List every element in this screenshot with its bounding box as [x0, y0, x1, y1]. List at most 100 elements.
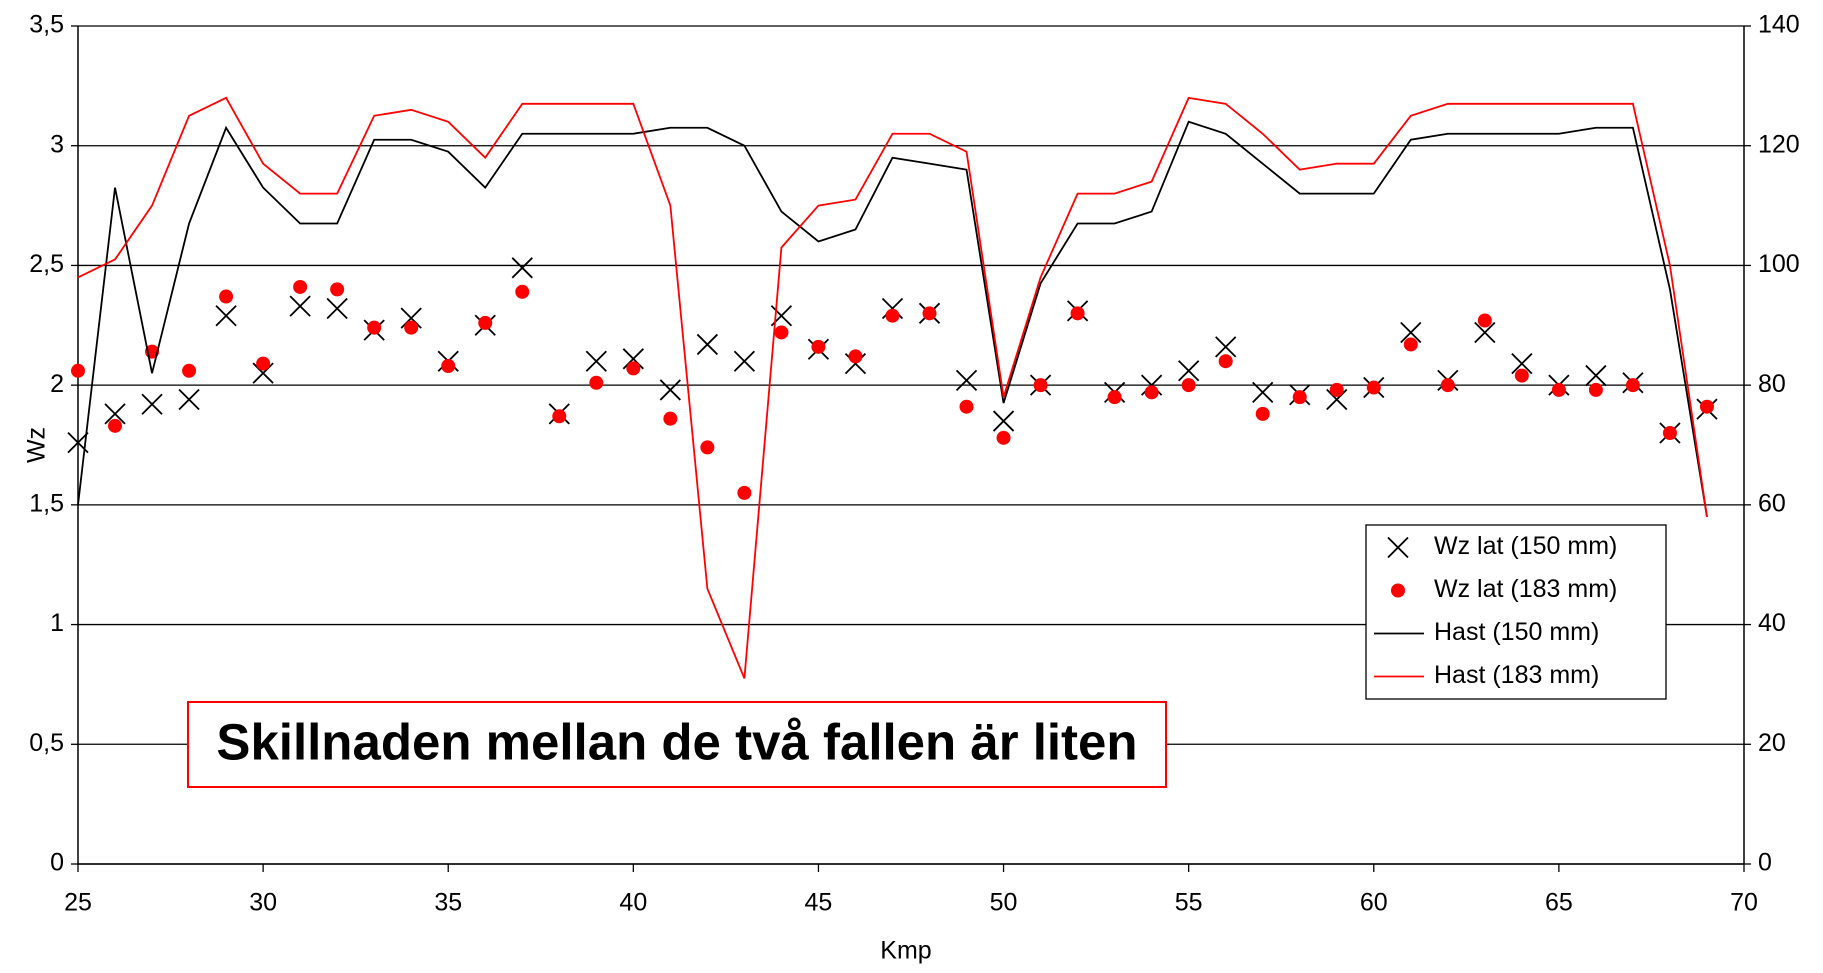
dot-marker — [1329, 382, 1344, 397]
dot-marker — [1255, 406, 1270, 421]
dot-marker — [108, 418, 123, 433]
y2-tick-label: 60 — [1758, 489, 1786, 517]
x-axis-label: Kmp — [880, 937, 931, 965]
legend-label: Hast (183 mm) — [1434, 661, 1599, 689]
dot-marker — [1588, 382, 1603, 397]
cross-marker — [696, 333, 719, 356]
cross-marker — [955, 369, 978, 391]
cross-marker — [400, 307, 422, 329]
dot-marker — [811, 339, 826, 354]
annotation: Skillnaden mellan de två fallen är liten — [216, 713, 1137, 770]
cross-marker — [1326, 388, 1348, 411]
y-tick-label: 0 — [50, 849, 64, 877]
dot-marker — [589, 375, 604, 390]
cross-marker — [659, 379, 681, 401]
dot-marker — [1107, 390, 1122, 405]
y2-tick-label: 20 — [1758, 729, 1786, 757]
dot-marker — [330, 282, 345, 297]
cross-marker — [141, 393, 163, 415]
dot-marker — [367, 320, 382, 335]
dot-marker — [737, 485, 752, 500]
y2-tick-label: 120 — [1758, 130, 1800, 158]
dot-marker — [1514, 368, 1529, 383]
dot-marker — [219, 289, 234, 304]
dot-marker — [404, 320, 419, 335]
y2-tick-label: 100 — [1758, 250, 1800, 278]
dot-marker — [441, 358, 456, 373]
dot-marker — [996, 430, 1011, 445]
cross-marker — [326, 297, 348, 320]
dot-marker — [478, 315, 493, 330]
cross-marker — [178, 388, 200, 411]
legend-marker — [1391, 583, 1405, 598]
y2-tick-label: 0 — [1758, 849, 1772, 877]
dot-marker — [1292, 390, 1307, 405]
y2-tick-label: 80 — [1758, 370, 1786, 398]
cross-marker — [992, 410, 1015, 432]
x-tick-label: 25 — [64, 889, 92, 917]
dot-marker — [182, 363, 197, 378]
y-tick-label: 0,5 — [29, 729, 64, 757]
dot-marker — [71, 363, 85, 378]
dot-marker — [293, 279, 308, 294]
cross-marker — [585, 350, 607, 372]
dot-marker — [626, 361, 641, 376]
dot-marker — [959, 399, 974, 414]
cross-marker — [289, 295, 311, 317]
cross-marker — [1585, 364, 1607, 387]
dot-marker — [848, 349, 863, 364]
x-tick-label: 70 — [1730, 889, 1758, 917]
dot-marker — [774, 325, 789, 340]
x-tick-label: 55 — [1175, 889, 1203, 917]
x-tick-label: 65 — [1545, 889, 1573, 917]
annotation-box — [187, 701, 1167, 788]
x-tick-label: 50 — [990, 889, 1018, 917]
line-series — [77, 96, 1708, 679]
cross-marker — [215, 305, 237, 327]
dot-marker — [1625, 378, 1640, 393]
y-tick-label: 2,5 — [29, 250, 64, 278]
cross-marker — [1511, 352, 1533, 375]
y-tick-label: 3 — [50, 130, 64, 158]
cross-marker — [733, 350, 756, 372]
line-series — [77, 120, 1708, 517]
cross-marker — [1178, 360, 1200, 382]
dot-marker — [663, 411, 678, 426]
dot-marker — [1477, 313, 1492, 328]
dot-marker — [1181, 378, 1196, 393]
legend-label: Wz lat (183 mm) — [1434, 575, 1617, 603]
cross-marker — [511, 257, 533, 279]
dot-marker — [1144, 385, 1159, 400]
legend-label: Hast (150 mm) — [1434, 618, 1599, 646]
y-tick-label: 3,5 — [29, 11, 64, 39]
dot-marker — [515, 284, 530, 299]
dot-marker — [1699, 399, 1714, 414]
cross-marker — [1474, 321, 1496, 344]
cross-marker — [622, 348, 644, 370]
x-tick-label: 40 — [619, 889, 647, 917]
cross-marker — [1252, 381, 1274, 403]
y2-tick-label: 140 — [1758, 11, 1800, 39]
dot-marker — [1440, 378, 1455, 393]
cross-marker — [1215, 336, 1237, 358]
cross-marker — [252, 362, 274, 384]
legend-marker — [1387, 536, 1409, 559]
dot-marker — [1366, 380, 1381, 395]
y-tick-label: 1 — [50, 609, 64, 637]
x-tick-label: 35 — [434, 889, 462, 917]
y-tick-label: 1,5 — [29, 489, 64, 517]
dot-marker — [700, 440, 715, 455]
x-tick-label: 60 — [1360, 889, 1388, 917]
legend-box — [1365, 524, 1667, 700]
dot-marker — [552, 409, 567, 424]
y-tick-label: 2 — [50, 370, 64, 398]
x-tick-label: 30 — [249, 889, 277, 917]
dot-marker — [885, 308, 900, 323]
cross-marker — [1400, 321, 1422, 344]
dot-marker — [1403, 337, 1418, 352]
dot-marker — [1662, 426, 1677, 441]
y-axis-label: Wz — [23, 427, 51, 463]
dot-marker — [1070, 306, 1085, 321]
y2-tick-label: 40 — [1758, 609, 1786, 637]
